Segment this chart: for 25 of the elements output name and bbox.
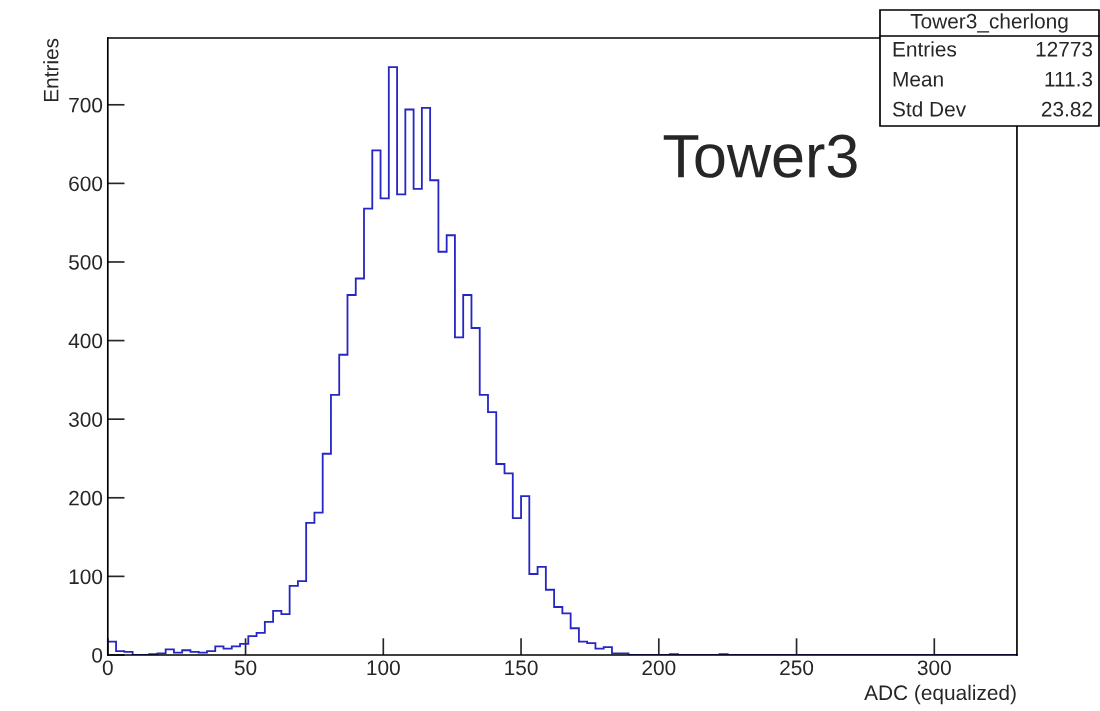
text: 23.82: [1041, 101, 1092, 117]
x-tick-label: 0: [102, 660, 113, 676]
y-tick-label: 400: [68, 333, 103, 349]
x-tick-label: 250: [780, 660, 814, 676]
y-tick-label: 500: [69, 254, 103, 270]
y-tick-label: 600: [69, 176, 103, 192]
text: 111.3: [1045, 71, 1093, 87]
x-tick-label: 100: [367, 660, 400, 676]
x-tick-label: 50: [234, 660, 257, 676]
y-tick-label: 100: [69, 569, 103, 585]
annotation: Entries: [893, 41, 957, 57]
annotation: Mean: [893, 72, 943, 87]
y-tick-label: 700: [69, 97, 103, 113]
x-tick-label: 200: [642, 660, 676, 676]
text: 12773: [1036, 41, 1093, 57]
x-tick-label: 300: [917, 660, 951, 676]
y-tick-label: 300: [68, 412, 103, 427]
y-tick-label: 0: [92, 647, 103, 663]
y-axis-title: Entries: [43, 38, 59, 102]
text: Tower3_cherlong: [910, 13, 1068, 33]
x-axis-title: ADC (equalized): [864, 684, 1016, 705]
annotation: Tower3: [663, 134, 857, 178]
y-tick-label: 200: [69, 490, 103, 506]
annotation: Std Dev: [892, 101, 967, 117]
x-tick-label: 150: [505, 660, 538, 676]
